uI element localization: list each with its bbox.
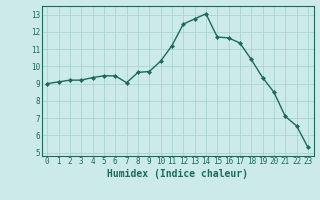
X-axis label: Humidex (Indice chaleur): Humidex (Indice chaleur) bbox=[107, 169, 248, 179]
